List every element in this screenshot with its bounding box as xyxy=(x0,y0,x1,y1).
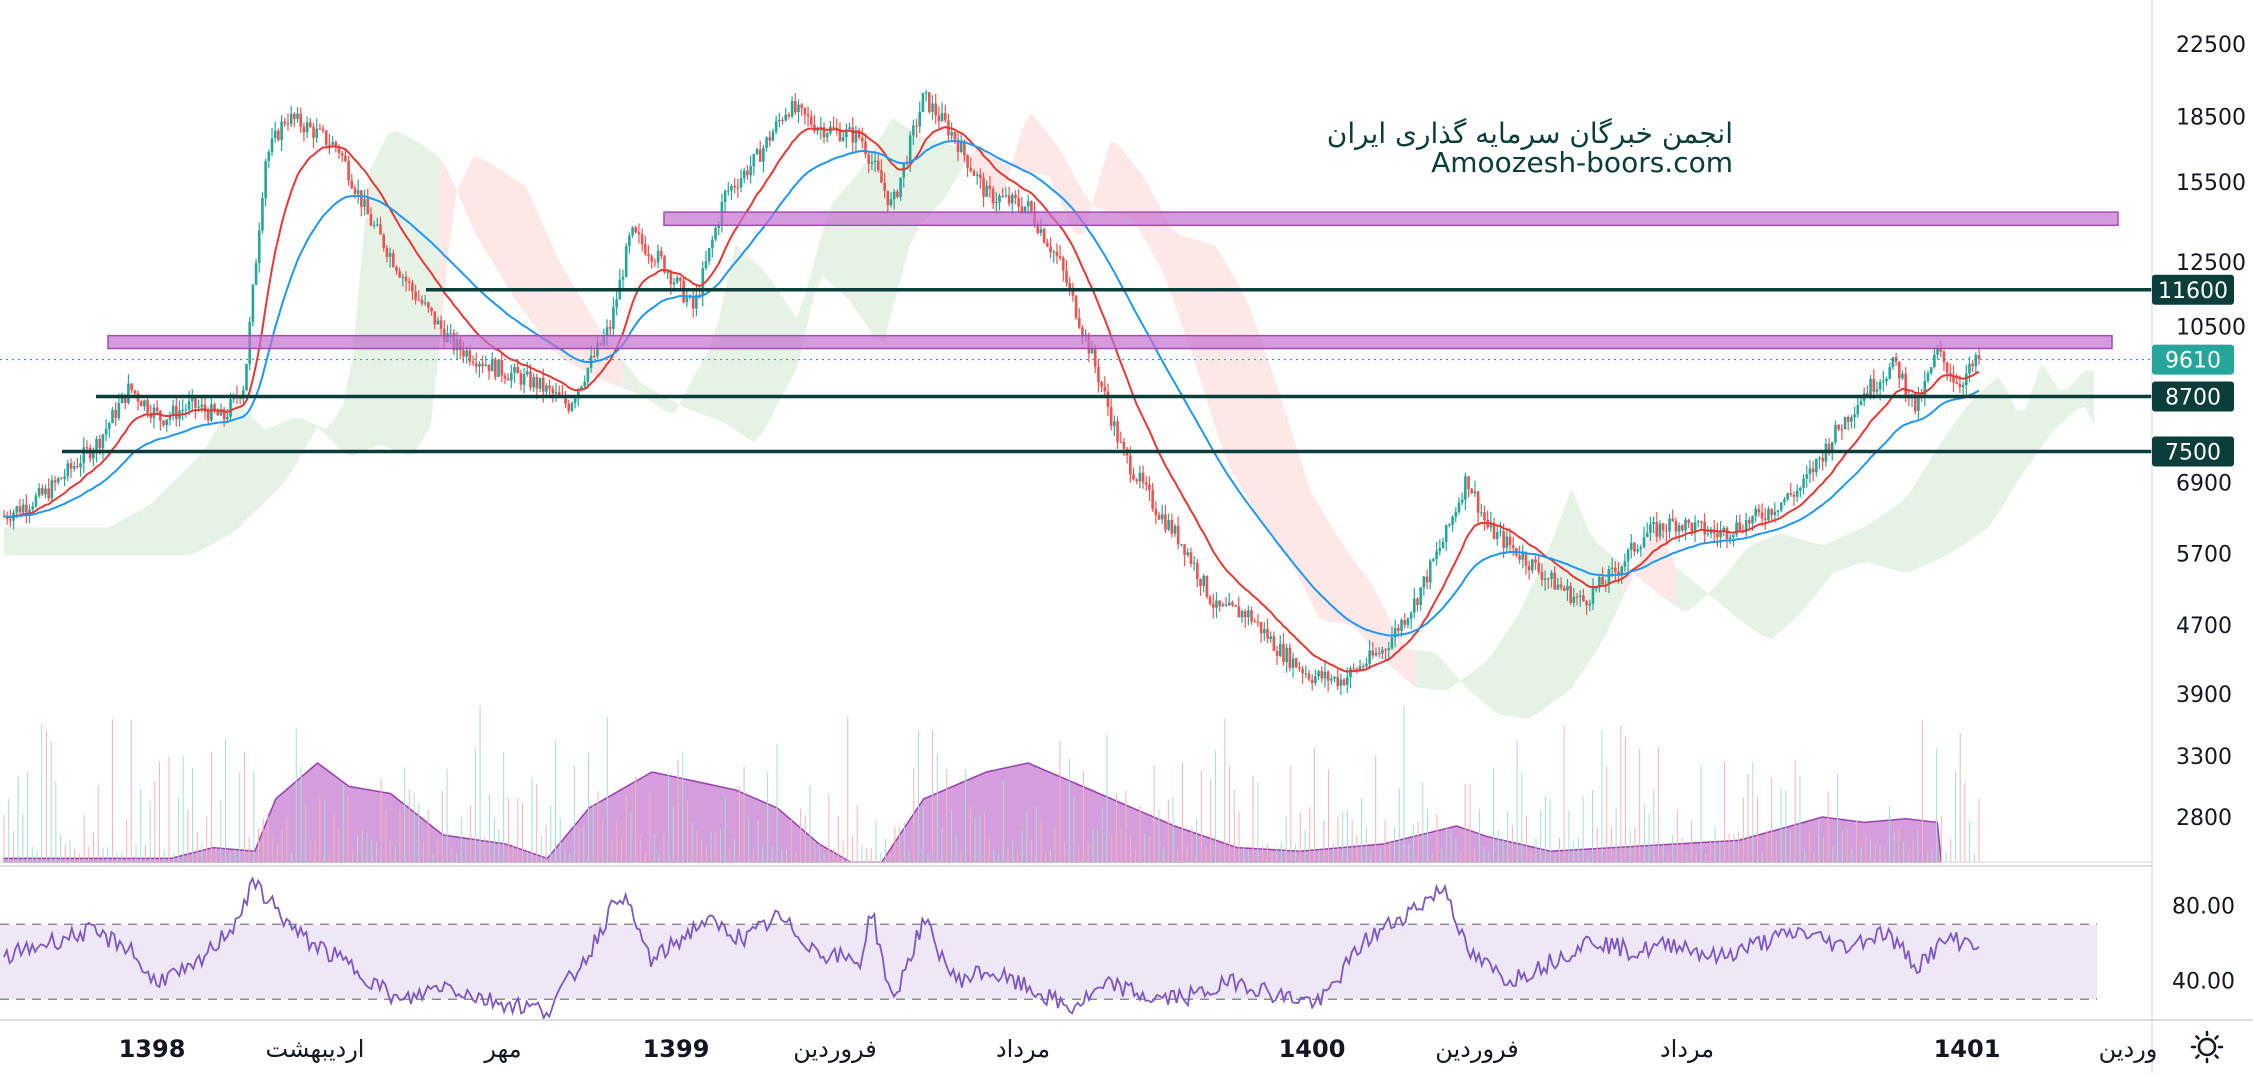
time-tick-label: 1401 xyxy=(1934,1035,2001,1063)
time-tick-label: 1400 xyxy=(1279,1035,1346,1063)
time-tick-label: اردیبهشت xyxy=(266,1035,365,1063)
ema-long-line xyxy=(3,140,1980,637)
time-tick-label: مهر xyxy=(483,1035,521,1063)
price-tick-label: 12500 xyxy=(2176,251,2246,276)
time-tick-label: مرداد xyxy=(996,1035,1050,1063)
sun-gear-icon[interactable] xyxy=(2190,1030,2224,1064)
support-resistance-lines xyxy=(0,288,2152,454)
volume-area xyxy=(0,705,2152,863)
resistance-zone xyxy=(107,334,2113,350)
rsi-tick-label: 40.00 xyxy=(2172,970,2235,995)
time-axis[interactable]: 1398 اردیبهشت مهر 1399 فروردین مرداد 1400 فرورد… xyxy=(119,1035,2158,1063)
svg-text:11600: 11600 xyxy=(2158,279,2228,304)
rsi-tick-label: 80.00 xyxy=(2172,895,2235,920)
svg-text:7500: 7500 xyxy=(2165,441,2221,466)
level-price-tag: 7500 xyxy=(2152,436,2234,467)
time-tick-label: فروردین xyxy=(1435,1035,1519,1063)
svg-text:9610: 9610 xyxy=(2165,349,2221,374)
ichimoku-cloud xyxy=(4,112,2094,719)
last-price-tag: 9610 xyxy=(2152,344,2234,375)
price-tick-label: 22500 xyxy=(2176,33,2246,58)
resistance-zones xyxy=(107,211,2119,350)
price-tags: 11600 9610 8700 7500 xyxy=(2152,274,2234,467)
rsi-band xyxy=(0,924,2097,1000)
moving-averages xyxy=(3,126,1980,673)
rsi-line xyxy=(3,876,1980,1021)
resistance-zone xyxy=(663,211,2119,227)
price-tick-label: 10500 xyxy=(2176,316,2246,341)
svg-text:8700: 8700 xyxy=(2165,385,2221,410)
price-tick-label: 5700 xyxy=(2176,542,2232,567)
ema-short-line xyxy=(3,126,1980,673)
level-price-tag: 8700 xyxy=(2152,381,2234,412)
price-tick-label: 3300 xyxy=(2176,745,2232,770)
volume-profile-area xyxy=(3,762,1943,863)
level-price-tag: 11600 xyxy=(2152,274,2234,305)
price-tick-label: 4700 xyxy=(2176,614,2232,639)
price-tick-label: 18500 xyxy=(2176,106,2246,131)
price-axis[interactable]: 22500 18500 15500 12500 10500 6900 5700 4700 390… xyxy=(2151,0,2246,1073)
price-tick-label: 2800 xyxy=(2176,806,2232,831)
watermark-url: Amoozesh-boors.com xyxy=(1431,146,1733,179)
time-tick-label: وردین xyxy=(2099,1035,2158,1063)
price-tick-label: 6900 xyxy=(2176,471,2232,496)
price-tick-label: 15500 xyxy=(2176,171,2246,196)
price-tick-label: 3900 xyxy=(2176,683,2232,708)
time-tick-label: مرداد xyxy=(1660,1035,1714,1063)
watermark-title: انجمن خبرگان سرمایه گذاری ایران xyxy=(1327,117,1733,150)
time-tick-label: 1398 xyxy=(119,1035,186,1063)
time-tick-label: فروردین xyxy=(793,1035,877,1063)
rsi-panel[interactable]: 80.00 40.00 xyxy=(0,865,2253,1021)
time-tick-label: 1399 xyxy=(643,1035,710,1063)
